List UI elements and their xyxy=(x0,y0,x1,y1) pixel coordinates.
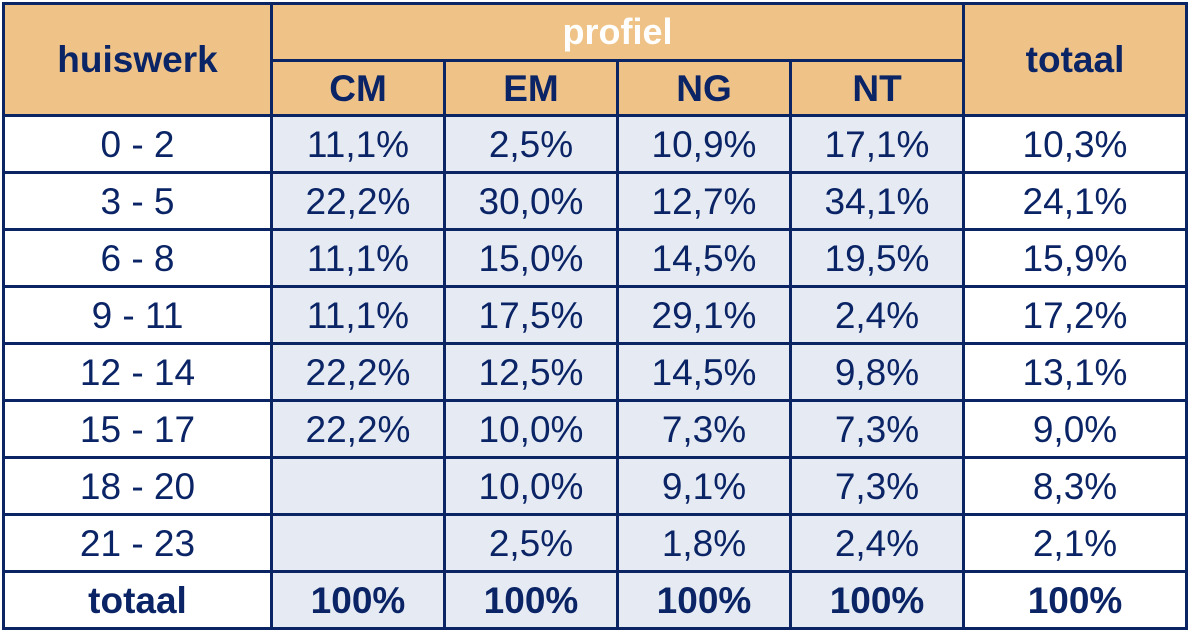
row-label: 15 - 17 xyxy=(2,399,273,459)
row-header-huiswerk: huiswerk xyxy=(2,2,273,117)
cell-ng: 14,5% xyxy=(616,228,792,288)
column-header-ng: NG xyxy=(616,59,792,117)
cell-em: 2,5% xyxy=(443,513,619,573)
total-cell-nt: 100% xyxy=(788,570,966,630)
cell-cm: 22,2% xyxy=(270,171,446,231)
cell-ng: 12,7% xyxy=(616,171,792,231)
cell-nt: 34,1% xyxy=(788,171,966,231)
column-header-totaal: totaal xyxy=(962,2,1189,117)
total-row-label: totaal xyxy=(2,570,273,630)
cell-totaal: 17,2% xyxy=(962,285,1189,345)
cell-cm: 22,2% xyxy=(270,342,446,402)
row-label: 6 - 8 xyxy=(2,228,273,288)
cell-ng: 1,8% xyxy=(616,513,792,573)
row-label: 21 - 23 xyxy=(2,513,273,573)
cell-nt: 9,8% xyxy=(788,342,966,402)
table-row: 6 - 8 11,1% 15,0% 14,5% 19,5% 15,9% xyxy=(2,228,1189,288)
cell-nt: 7,3% xyxy=(788,399,966,459)
table-row: 12 - 14 22,2% 12,5% 14,5% 9,8% 13,1% xyxy=(2,342,1189,402)
cell-cm: 11,1% xyxy=(270,228,446,288)
table-row: 9 - 11 11,1% 17,5% 29,1% 2,4% 17,2% xyxy=(2,285,1189,345)
cell-totaal: 9,0% xyxy=(962,399,1189,459)
total-cell-ng: 100% xyxy=(616,570,792,630)
cell-em: 12,5% xyxy=(443,342,619,402)
total-cell-em: 100% xyxy=(443,570,619,630)
cell-em: 15,0% xyxy=(443,228,619,288)
cell-nt: 2,4% xyxy=(788,513,966,573)
total-row: totaal 100% 100% 100% 100% 100% xyxy=(2,570,1189,630)
cell-totaal: 13,1% xyxy=(962,342,1189,402)
cell-nt: 17,1% xyxy=(788,114,966,174)
table-row: 15 - 17 22,2% 10,0% 7,3% 7,3% 9,0% xyxy=(2,399,1189,459)
cell-totaal: 8,3% xyxy=(962,456,1189,516)
cell-ng: 14,5% xyxy=(616,342,792,402)
table-row: 0 - 2 11,1% 2,5% 10,9% 17,1% 10,3% xyxy=(2,114,1189,174)
cell-nt: 19,5% xyxy=(788,228,966,288)
row-label: 18 - 20 xyxy=(2,456,273,516)
row-label: 0 - 2 xyxy=(2,114,273,174)
cell-ng: 10,9% xyxy=(616,114,792,174)
cell-cm: 11,1% xyxy=(270,285,446,345)
group-header-profiel: profiel xyxy=(269,2,966,62)
table-row: 18 - 20 10,0% 9,1% 7,3% 8,3% xyxy=(2,456,1189,516)
cell-totaal: 2,1% xyxy=(962,513,1189,573)
cell-cm xyxy=(270,513,446,573)
cell-ng: 7,3% xyxy=(616,399,792,459)
cell-totaal: 24,1% xyxy=(962,171,1189,231)
row-label: 3 - 5 xyxy=(2,171,273,231)
total-cell-cm: 100% xyxy=(270,570,446,630)
cell-totaal: 10,3% xyxy=(962,114,1189,174)
cell-cm xyxy=(270,456,446,516)
cell-em: 10,0% xyxy=(443,456,619,516)
column-header-em: EM xyxy=(443,59,619,117)
cell-cm: 11,1% xyxy=(270,114,446,174)
row-label: 12 - 14 xyxy=(2,342,273,402)
cell-nt: 2,4% xyxy=(788,285,966,345)
cell-em: 30,0% xyxy=(443,171,619,231)
column-header-cm: CM xyxy=(270,59,446,117)
cell-em: 17,5% xyxy=(443,285,619,345)
total-cell-totaal: 100% xyxy=(962,570,1189,630)
row-label: 9 - 11 xyxy=(2,285,273,345)
cell-ng: 9,1% xyxy=(616,456,792,516)
cell-ng: 29,1% xyxy=(616,285,792,345)
table-row: 3 - 5 22,2% 30,0% 12,7% 34,1% 24,1% xyxy=(2,171,1189,231)
cell-em: 10,0% xyxy=(443,399,619,459)
cell-nt: 7,3% xyxy=(788,456,966,516)
cell-totaal: 15,9% xyxy=(962,228,1189,288)
cell-cm: 22,2% xyxy=(270,399,446,459)
cell-em: 2,5% xyxy=(443,114,619,174)
table-row: 21 - 23 2,5% 1,8% 2,4% 2,1% xyxy=(2,513,1189,573)
column-header-nt: NT xyxy=(788,59,966,117)
